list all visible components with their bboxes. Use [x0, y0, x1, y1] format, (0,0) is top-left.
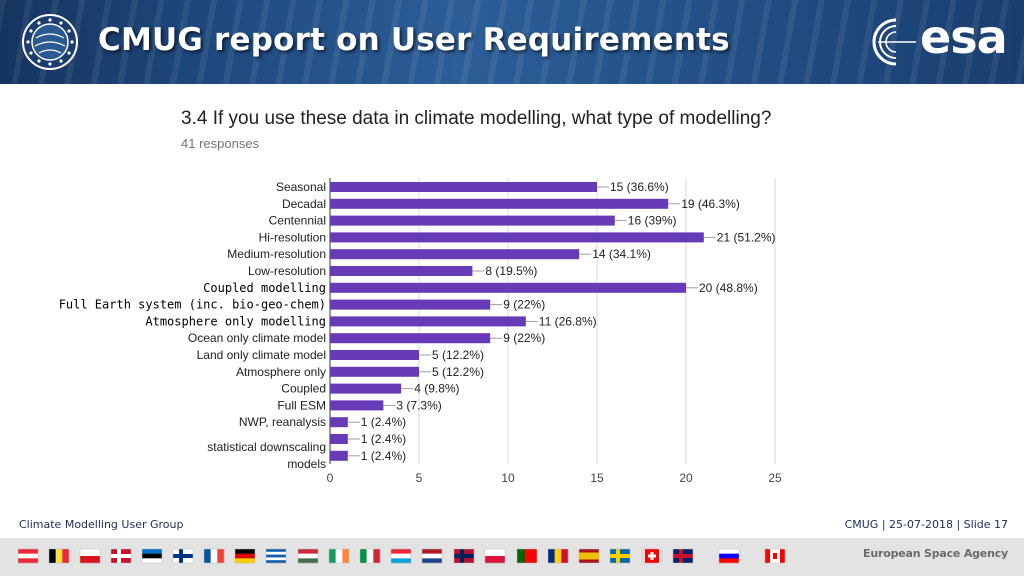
category-label: Hi-resolution	[259, 230, 326, 244]
luxembourg-flag-icon	[390, 548, 412, 564]
category-label: Full ESM	[277, 398, 326, 412]
czechia-flag-icon	[79, 548, 101, 564]
data-label: 1 (2.4%)	[361, 432, 406, 446]
chart-labels: 0 5 10 15 20 25 15 (36.6%) Seasonal 19 (46.3%) De…	[59, 180, 782, 485]
data-label: 9 (22%)	[503, 331, 545, 345]
footer-slide-info: CMUG | 25-07-2018 | Slide 17	[844, 518, 1008, 531]
greece-flag-icon	[265, 548, 287, 564]
x-tick-label: 5	[416, 471, 423, 485]
footer-group-name: Climate Modelling User Group	[19, 518, 184, 531]
data-label: 14 (34.1%)	[592, 247, 651, 261]
category-label: Decadal	[282, 197, 326, 211]
header-banner: CMUG report on User Requirements esa	[0, 0, 1024, 84]
bar	[330, 316, 526, 327]
response-count: 41 responses	[181, 136, 260, 151]
category-label: Seasonal	[276, 180, 326, 194]
bar	[330, 400, 384, 411]
esa-logo-text: esa	[920, 10, 1008, 64]
data-label: 5 (12.2%)	[432, 365, 484, 379]
bar	[330, 333, 491, 344]
bar	[330, 266, 473, 276]
bar	[330, 434, 348, 444]
data-label: 1 (2.4%)	[361, 449, 406, 463]
netherlands-flag-icon	[421, 548, 443, 564]
bar	[330, 366, 419, 377]
norway-flag-icon	[453, 548, 475, 564]
category-label: statistical downscaling models	[207, 440, 326, 471]
x-tick-label: 20	[679, 471, 693, 485]
flag-bar	[0, 538, 1024, 576]
category-label: Coupled modelling	[203, 281, 326, 295]
bar	[330, 215, 615, 226]
data-label: 20 (48.8%)	[699, 281, 758, 295]
france-flag-icon	[203, 548, 225, 564]
category-label: Land only climate model	[197, 348, 326, 362]
category-label: NWP, reanalysis	[239, 415, 326, 429]
category-label: Low-resolution	[248, 264, 326, 278]
canada-flag-icon	[764, 548, 786, 564]
data-label: 5 (12.2%)	[432, 348, 484, 362]
sweden-flag-icon	[609, 548, 631, 564]
data-label: 4 (9.8%)	[414, 382, 459, 396]
ireland-flag-icon	[328, 548, 350, 564]
bar	[330, 182, 597, 192]
bar-chart: 0 5 10 15 20 25 15 (36.6%) Seasonal 19 (46.3%) De…	[59, 178, 782, 485]
slide-title: CMUG report on User Requirements	[98, 22, 730, 58]
bar	[330, 299, 491, 310]
bar	[330, 450, 348, 461]
bar	[330, 282, 686, 293]
data-label: 9 (22%)	[503, 298, 545, 312]
data-label: 3 (7.3%)	[396, 398, 441, 412]
data-label: 19 (46.3%)	[681, 197, 740, 211]
question-title: 3.4 If you use these data in climate mod…	[181, 108, 772, 129]
uk-flag-icon	[672, 548, 694, 564]
bar	[330, 417, 348, 428]
category-label: Full Earth system (inc. bio-geo-chem)	[59, 298, 326, 312]
x-tick-label: 0	[327, 471, 334, 485]
data-label: 8 (19.5%)	[485, 264, 537, 278]
portugal-flag-icon	[516, 548, 538, 564]
slovenia-flag-icon	[718, 548, 740, 564]
estonia-flag-icon	[141, 548, 163, 564]
category-label: Atmosphere only modelling	[145, 314, 326, 328]
poland-flag-icon	[484, 548, 506, 564]
bar	[330, 249, 580, 260]
switzerland-flag-icon	[641, 548, 663, 564]
agency-name: European Space Agency	[863, 547, 1008, 560]
x-tick-label: 15	[590, 471, 604, 485]
data-label: 1 (2.4%)	[361, 415, 406, 429]
category-label: Ocean only climate model	[188, 331, 326, 345]
cmug-logo-icon	[22, 14, 78, 70]
data-label: 15 (36.6%)	[610, 180, 669, 194]
data-label: 11 (26.8%)	[539, 314, 597, 328]
hungary-flag-icon	[297, 548, 319, 564]
austria-flag-icon	[18, 548, 39, 564]
category-label: Centennial	[269, 214, 326, 228]
data-label: 21 (51.2%)	[717, 230, 776, 244]
bar	[330, 232, 704, 243]
category-label: Medium-resolution	[227, 247, 326, 261]
bar	[330, 198, 669, 209]
category-label: Atmosphere only	[236, 365, 326, 379]
romania-flag-icon	[547, 548, 569, 564]
chart-bars	[330, 182, 704, 461]
finland-flag-icon	[172, 548, 194, 564]
spain-flag-icon	[578, 548, 600, 564]
category-label: Coupled	[281, 382, 326, 396]
header-background	[0, 0, 1024, 84]
x-tick-label: 10	[501, 471, 515, 485]
member-state-flags	[18, 548, 786, 564]
x-tick-label: 25	[768, 471, 782, 485]
belgium-flag-icon	[48, 548, 70, 564]
denmark-flag-icon	[110, 548, 132, 564]
data-label: 16 (39%)	[628, 214, 677, 228]
esa-logo: esa	[870, 10, 1010, 70]
italy-flag-icon	[359, 548, 381, 564]
germany-flag-icon	[234, 548, 256, 564]
bar	[330, 350, 419, 360]
esa-logo-icon	[872, 18, 916, 66]
bar	[330, 383, 402, 394]
